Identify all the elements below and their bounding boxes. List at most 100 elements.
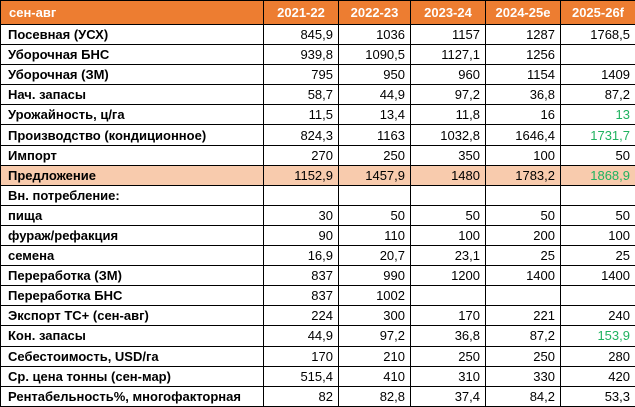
cell-value[interactable]: 90 — [263, 224, 339, 247]
cell-value[interactable]: 1036 — [338, 23, 411, 46]
cell-value[interactable]: 16 — [485, 104, 561, 126]
cell-value[interactable]: 240 — [560, 305, 635, 327]
cell-value[interactable]: 170 — [263, 345, 339, 367]
cell-value[interactable]: 1400 — [560, 265, 635, 287]
cell-value[interactable]: 410 — [338, 365, 411, 387]
row-label[interactable]: Импорт — [0, 144, 264, 166]
header-year-2024-25e[interactable]: 2024-25e — [485, 0, 561, 25]
cell-value[interactable]: 1646,4 — [485, 124, 561, 146]
cell-value[interactable]: 50 — [560, 204, 635, 226]
cell-value[interactable]: 170 — [410, 305, 486, 327]
cell-value[interactable]: 53,3 — [560, 385, 635, 407]
cell-value[interactable]: 20,7 — [338, 245, 411, 267]
cell-value[interactable]: 1090,5 — [338, 44, 411, 66]
cell-value[interactable]: 58,7 — [263, 84, 339, 106]
cell-value[interactable]: 270 — [263, 144, 339, 166]
cell-value[interactable]: 153,9 — [560, 325, 635, 347]
cell-value[interactable]: 210 — [338, 345, 411, 367]
cell-value[interactable]: 1783,2 — [485, 164, 561, 186]
row-label[interactable]: Ср. цена тонны (сен-мар) — [0, 365, 264, 387]
row-label[interactable]: Предложение — [0, 164, 264, 186]
cell-value[interactable]: 25 — [560, 245, 635, 267]
cell-value[interactable] — [560, 285, 635, 307]
cell-value[interactable]: 82 — [263, 385, 339, 407]
cell-value[interactable]: 200 — [485, 224, 561, 247]
row-label[interactable]: Урожайность, ц/га — [0, 104, 264, 126]
cell-value[interactable]: 1152,9 — [263, 164, 339, 186]
cell-value[interactable]: 1457,9 — [338, 164, 411, 186]
row-label[interactable]: Переработка (ЗМ) — [0, 265, 264, 287]
cell-value[interactable]: 1157 — [410, 23, 486, 46]
cell-value[interactable]: 84,2 — [485, 385, 561, 407]
cell-value[interactable]: 795 — [263, 64, 339, 86]
header-year-2025-26f[interactable]: 2025-26f — [560, 0, 635, 25]
cell-value[interactable] — [560, 184, 635, 206]
cell-value[interactable]: 97,2 — [338, 325, 411, 347]
cell-value[interactable]: 939,8 — [263, 44, 339, 66]
cell-value[interactable]: 1400 — [485, 265, 561, 287]
cell-value[interactable]: 36,8 — [485, 84, 561, 106]
cell-value[interactable]: 515,4 — [263, 365, 339, 387]
row-label[interactable]: Себестоимость, USD/га — [0, 345, 264, 367]
cell-value[interactable]: 100 — [485, 144, 561, 166]
header-year-2021-22[interactable]: 2021-22 — [263, 0, 339, 25]
row-label[interactable]: Посевная (УСХ) — [0, 23, 264, 46]
cell-value[interactable]: 250 — [338, 144, 411, 166]
header-year-2023-24[interactable]: 2023-24 — [410, 0, 486, 25]
header-period-label[interactable]: сен-авг — [0, 0, 264, 25]
cell-value[interactable]: 1287 — [485, 23, 561, 46]
row-label[interactable]: Кон. запасы — [0, 325, 264, 347]
cell-value[interactable]: 1127,1 — [410, 44, 486, 66]
cell-value[interactable]: 13 — [560, 104, 635, 126]
cell-value[interactable]: 44,9 — [338, 84, 411, 106]
cell-value[interactable]: 224 — [263, 305, 339, 327]
cell-value[interactable]: 837 — [263, 265, 339, 287]
cell-value[interactable]: 50 — [560, 144, 635, 166]
cell-value[interactable]: 960 — [410, 64, 486, 86]
cell-value[interactable] — [485, 184, 561, 206]
cell-value[interactable] — [560, 44, 635, 66]
cell-value[interactable]: 1731,7 — [560, 124, 635, 146]
cell-value[interactable]: 23,1 — [410, 245, 486, 267]
cell-value[interactable]: 420 — [560, 365, 635, 387]
cell-value[interactable]: 16,9 — [263, 245, 339, 267]
cell-value[interactable]: 37,4 — [410, 385, 486, 407]
row-label[interactable]: пища — [0, 204, 264, 226]
cell-value[interactable]: 44,9 — [263, 325, 339, 347]
cell-value[interactable]: 250 — [485, 345, 561, 367]
row-label[interactable]: Вн. потребление: — [0, 184, 264, 206]
row-label[interactable]: Нач. запасы — [0, 84, 264, 106]
cell-value[interactable]: 36,8 — [410, 325, 486, 347]
cell-value[interactable]: 1768,5 — [560, 23, 635, 46]
cell-value[interactable]: 350 — [410, 144, 486, 166]
cell-value[interactable]: 1868,9 — [560, 164, 635, 186]
row-label[interactable]: Экспорт ТС+ (сен-авг) — [0, 305, 264, 327]
cell-value[interactable]: 845,9 — [263, 23, 339, 46]
row-label[interactable]: Переработка БНС — [0, 285, 264, 307]
row-label[interactable]: фураж/рефакция — [0, 224, 264, 247]
cell-value[interactable]: 300 — [338, 305, 411, 327]
cell-value[interactable]: 87,2 — [560, 84, 635, 106]
cell-value[interactable]: 1480 — [410, 164, 486, 186]
cell-value[interactable]: 1154 — [485, 64, 561, 86]
cell-value[interactable] — [338, 184, 411, 206]
row-label[interactable]: Производство (кондиционное) — [0, 124, 264, 146]
cell-value[interactable]: 97,2 — [410, 84, 486, 106]
cell-value[interactable]: 110 — [338, 224, 411, 247]
row-label[interactable]: семена — [0, 245, 264, 267]
cell-value[interactable]: 280 — [560, 345, 635, 367]
cell-value[interactable] — [485, 285, 561, 307]
cell-value[interactable]: 30 — [263, 204, 339, 226]
cell-value[interactable] — [410, 285, 486, 307]
cell-value[interactable]: 100 — [410, 224, 486, 247]
cell-value[interactable]: 990 — [338, 265, 411, 287]
cell-value[interactable]: 50 — [410, 204, 486, 226]
cell-value[interactable]: 221 — [485, 305, 561, 327]
cell-value[interactable]: 310 — [410, 365, 486, 387]
cell-value[interactable]: 1032,8 — [410, 124, 486, 146]
cell-value[interactable]: 824,3 — [263, 124, 339, 146]
cell-value[interactable]: 950 — [338, 64, 411, 86]
cell-value[interactable]: 1002 — [338, 285, 411, 307]
cell-value[interactable]: 50 — [338, 204, 411, 226]
cell-value[interactable]: 330 — [485, 365, 561, 387]
